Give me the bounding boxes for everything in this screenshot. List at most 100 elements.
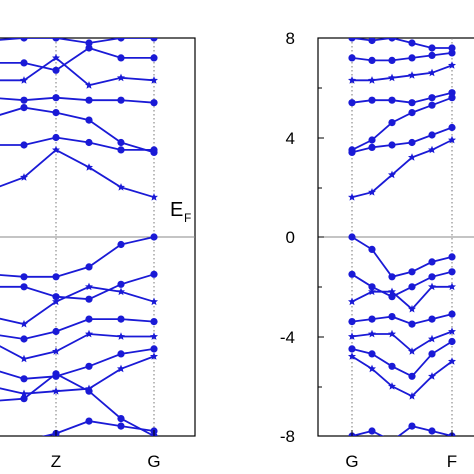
right-band-8-point-4 xyxy=(428,145,436,154)
right-band-5-point-0 xyxy=(348,297,356,306)
left-band-9-point-6 xyxy=(150,193,158,201)
left-band-4-point-3 xyxy=(52,347,60,355)
left-band-6-point-6 xyxy=(150,297,158,306)
left-band-0-point-5 xyxy=(117,422,125,430)
right-x-tick-label-g: G xyxy=(345,452,358,471)
right-band-4-point-4 xyxy=(428,315,436,323)
left-band-6-point-5 xyxy=(117,287,125,296)
left-band-5-point-2 xyxy=(20,335,28,343)
right-band-line-1 xyxy=(351,355,453,398)
left-band-8-point-6 xyxy=(150,233,158,241)
right-band-9-point-3 xyxy=(408,138,416,147)
right-band-5-point-5 xyxy=(448,282,456,291)
right-band-14-point-3 xyxy=(408,39,416,47)
right-band-8-point-0 xyxy=(348,193,356,201)
left-band-15-point-5 xyxy=(117,38,125,42)
left-band-7-point-5 xyxy=(117,280,125,288)
y-tick-label-0: 0 xyxy=(286,228,295,247)
right-band-line-5 xyxy=(351,285,452,311)
left-band-14-point-3 xyxy=(52,66,60,74)
left-x-tick-label-g: G xyxy=(147,452,160,471)
right-band-13-point-0 xyxy=(348,54,356,62)
right-band-2-point-5 xyxy=(448,337,456,346)
right-band-6-point-3 xyxy=(408,283,416,291)
right-band-2-point-3 xyxy=(408,372,416,380)
right-band-6-point-4 xyxy=(428,273,436,281)
left-band-5-point-6 xyxy=(150,318,158,326)
right-band-line-13 xyxy=(351,52,453,62)
left-band-11-point-2 xyxy=(20,104,28,112)
right-band-1-point-1 xyxy=(368,364,376,373)
right-band-2-point-0 xyxy=(348,345,356,353)
right-band-line-0 xyxy=(351,425,453,436)
left-band-11-point-4 xyxy=(85,116,93,124)
left-band-10-point-4 xyxy=(85,138,93,147)
right-band-10-point-3 xyxy=(408,109,416,117)
right-band-2-point-2 xyxy=(388,362,396,370)
right-band-12-point-2 xyxy=(388,73,396,82)
right-band-4-point-0 xyxy=(348,318,356,326)
right-band-line-4 xyxy=(351,313,453,326)
right-band-10-point-5 xyxy=(448,94,456,102)
left-band-12-point-5 xyxy=(117,96,125,104)
left-band-13-point-6 xyxy=(150,76,158,84)
right-band-0-point-2 xyxy=(388,437,395,444)
left-band-12-point-2 xyxy=(20,96,28,104)
right-band-10-point-1 xyxy=(368,136,376,144)
left-band-line-9 xyxy=(0,148,155,199)
left-band-6-point-4 xyxy=(85,282,93,291)
right-band-line-12 xyxy=(352,64,453,82)
left-x-ticks xyxy=(55,430,155,436)
left-band-3-point-4 xyxy=(85,362,93,370)
left-band-15-point-3 xyxy=(52,38,60,42)
right-band-14-point-0 xyxy=(348,38,356,42)
right-band-line-11 xyxy=(351,91,453,104)
right-band-8-point-3 xyxy=(408,153,416,161)
left-band-1-point-2 xyxy=(20,395,28,403)
left-band-13-point-5 xyxy=(117,73,125,82)
right-band-11-point-3 xyxy=(408,99,416,107)
left-band-line-2 xyxy=(0,355,155,395)
right-band-9-point-5 xyxy=(448,123,456,132)
right-band-7-point-4 xyxy=(428,258,436,266)
right-band-13-point-3 xyxy=(408,54,416,62)
left-band-0-point-2 xyxy=(20,437,27,444)
right-band-1-point-2 xyxy=(388,382,396,390)
right-band-4-point-3 xyxy=(408,320,416,328)
left-band-2-point-6 xyxy=(150,352,158,360)
left-band-6-point-2 xyxy=(20,319,28,328)
right-band-5-point-1 xyxy=(368,287,376,296)
right-band-13-point-4 xyxy=(428,51,436,60)
right-band-6-point-0 xyxy=(348,270,356,278)
left-band-15-point-2 xyxy=(20,38,28,42)
left-band-8-point-5 xyxy=(117,240,125,249)
right-band-12-point-0 xyxy=(348,76,356,84)
left-band-3-point-3 xyxy=(52,372,60,380)
left-band-10-point-3 xyxy=(52,133,60,142)
right-band-6-point-2 xyxy=(388,293,396,301)
left-band-4-point-2 xyxy=(20,354,28,363)
y-tick-label-4: 4 xyxy=(286,129,295,148)
right-band-6-point-1 xyxy=(368,283,376,291)
right-band-14-point-1 xyxy=(368,38,376,45)
left-band-12-point-3 xyxy=(52,94,60,102)
right-panel: 8 4 0 -4 -8 G F xyxy=(280,29,474,471)
right-band-7-point-3 xyxy=(408,268,416,276)
left-band-line-8 xyxy=(0,236,155,278)
y-tick-label-minus-4: -4 xyxy=(280,328,295,347)
right-band-11-point-1 xyxy=(368,96,376,104)
left-band-15-point-6 xyxy=(150,38,158,42)
right-band-12-point-1 xyxy=(368,76,376,84)
right-band-0-point-1 xyxy=(368,427,376,435)
left-band-line-3 xyxy=(0,348,155,380)
right-band-line-6 xyxy=(351,270,453,298)
left-band-14-point-4 xyxy=(85,44,93,52)
right-band-4-point-5 xyxy=(448,310,456,318)
y-tick-label-minus-8: -8 xyxy=(280,427,295,446)
left-band-9-point-4 xyxy=(85,163,93,171)
right-band-13-point-1 xyxy=(368,56,376,64)
right-band-9-point-2 xyxy=(388,141,396,149)
right-band-13-point-2 xyxy=(388,56,396,64)
right-band-12-point-5 xyxy=(448,61,456,69)
